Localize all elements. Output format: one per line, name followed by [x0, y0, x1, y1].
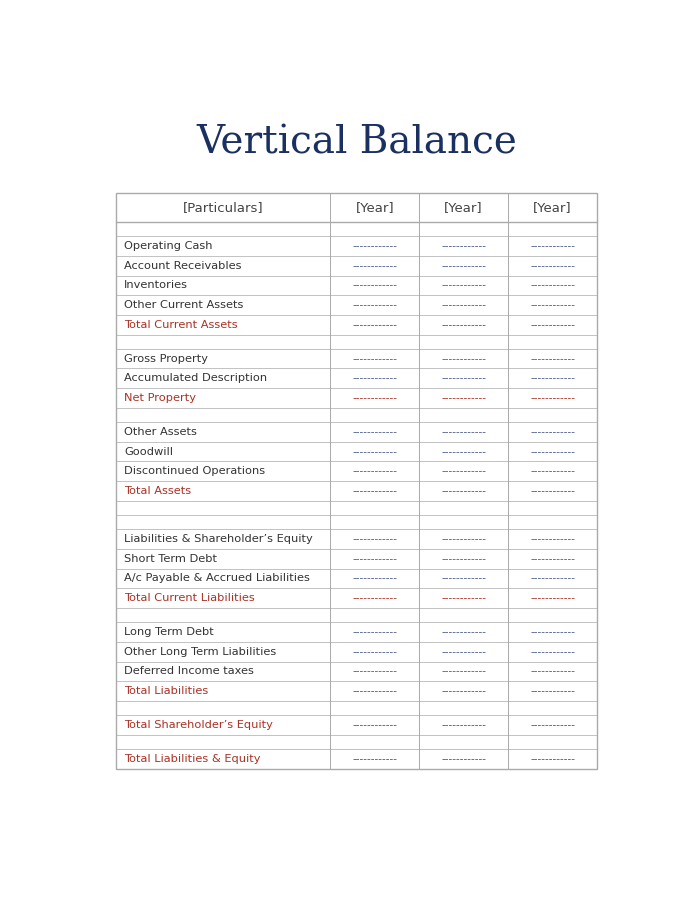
Text: ------------: ------------ — [352, 320, 397, 329]
Text: ------------: ------------ — [441, 554, 486, 563]
Text: Liabilities & Shareholder’s Equity: Liabilities & Shareholder’s Equity — [124, 534, 313, 544]
Text: ------------: ------------ — [352, 281, 397, 291]
Text: ------------: ------------ — [352, 241, 397, 251]
Text: ------------: ------------ — [530, 281, 575, 291]
Text: ------------: ------------ — [530, 261, 575, 271]
Text: ------------: ------------ — [441, 427, 486, 436]
Text: [Particulars]: [Particulars] — [183, 201, 264, 214]
Text: ------------: ------------ — [352, 627, 397, 637]
Text: ------------: ------------ — [441, 300, 486, 310]
Text: ------------: ------------ — [530, 446, 575, 456]
Text: Net Property: Net Property — [124, 393, 196, 403]
Text: Total Liabilities: Total Liabilities — [124, 686, 208, 697]
Bar — [116, 193, 597, 769]
Text: ------------: ------------ — [530, 666, 575, 677]
Text: ------------: ------------ — [441, 534, 486, 544]
Text: ------------: ------------ — [530, 354, 575, 364]
Text: [Year]: [Year] — [533, 201, 572, 214]
Text: ------------: ------------ — [530, 486, 575, 496]
Text: Total Shareholder’s Equity: Total Shareholder’s Equity — [124, 720, 273, 730]
Text: Short Term Debt: Short Term Debt — [124, 554, 217, 563]
Text: [Year]: [Year] — [356, 201, 394, 214]
Text: [Year]: [Year] — [444, 201, 483, 214]
Text: ------------: ------------ — [352, 427, 397, 436]
Text: ------------: ------------ — [441, 446, 486, 456]
Text: ------------: ------------ — [441, 686, 486, 697]
Text: Operating Cash: Operating Cash — [124, 241, 213, 251]
Text: ------------: ------------ — [530, 393, 575, 403]
Text: ------------: ------------ — [352, 593, 397, 603]
Text: ------------: ------------ — [441, 261, 486, 271]
Text: Goodwill: Goodwill — [124, 446, 173, 456]
Text: Other Assets: Other Assets — [124, 427, 197, 436]
Text: Deferred Income taxes: Deferred Income taxes — [124, 666, 254, 677]
Text: ------------: ------------ — [441, 393, 486, 403]
Text: ------------: ------------ — [352, 393, 397, 403]
Text: Total Current Assets: Total Current Assets — [124, 320, 238, 329]
Text: Vertical Balance: Vertical Balance — [196, 124, 517, 161]
Text: Accumulated Description: Accumulated Description — [124, 374, 267, 383]
Text: ------------: ------------ — [530, 320, 575, 329]
Text: ------------: ------------ — [530, 754, 575, 764]
Text: ------------: ------------ — [352, 573, 397, 583]
Text: ------------: ------------ — [530, 374, 575, 383]
Text: ------------: ------------ — [352, 647, 397, 657]
Text: ------------: ------------ — [530, 593, 575, 603]
Text: ------------: ------------ — [441, 647, 486, 657]
Text: ------------: ------------ — [352, 300, 397, 310]
Text: ------------: ------------ — [352, 754, 397, 764]
Text: ------------: ------------ — [352, 666, 397, 677]
Text: Inventories: Inventories — [124, 281, 188, 291]
Text: Total Assets: Total Assets — [124, 486, 191, 496]
Text: ------------: ------------ — [530, 627, 575, 637]
Text: ------------: ------------ — [530, 241, 575, 251]
Text: ------------: ------------ — [441, 754, 486, 764]
Text: Discontinued Operations: Discontinued Operations — [124, 466, 265, 476]
Text: ------------: ------------ — [352, 720, 397, 730]
Text: ------------: ------------ — [352, 486, 397, 496]
Text: ------------: ------------ — [530, 573, 575, 583]
Text: ------------: ------------ — [352, 374, 397, 383]
Text: ------------: ------------ — [352, 261, 397, 271]
Text: ------------: ------------ — [441, 241, 486, 251]
Text: ------------: ------------ — [352, 554, 397, 563]
Text: Total Current Liabilities: Total Current Liabilities — [124, 593, 255, 603]
Text: ------------: ------------ — [352, 534, 397, 544]
Text: Other Current Assets: Other Current Assets — [124, 300, 244, 310]
Text: ------------: ------------ — [441, 593, 486, 603]
Text: Total Liabilities & Equity: Total Liabilities & Equity — [124, 754, 261, 764]
Text: ------------: ------------ — [530, 720, 575, 730]
Text: ------------: ------------ — [441, 466, 486, 476]
Text: ------------: ------------ — [530, 554, 575, 563]
Text: ------------: ------------ — [530, 427, 575, 436]
Text: ------------: ------------ — [530, 466, 575, 476]
Text: ------------: ------------ — [441, 281, 486, 291]
Text: ------------: ------------ — [441, 573, 486, 583]
Text: ------------: ------------ — [441, 486, 486, 496]
Text: ------------: ------------ — [530, 300, 575, 310]
Text: ------------: ------------ — [530, 647, 575, 657]
Text: ------------: ------------ — [352, 686, 397, 697]
Text: ------------: ------------ — [441, 374, 486, 383]
Text: ------------: ------------ — [530, 686, 575, 697]
Text: Gross Property: Gross Property — [124, 354, 208, 364]
Text: Long Term Debt: Long Term Debt — [124, 627, 214, 637]
Text: A/c Payable & Accrued Liabilities: A/c Payable & Accrued Liabilities — [124, 573, 310, 583]
Text: Account Receivables: Account Receivables — [124, 261, 242, 271]
Text: ------------: ------------ — [352, 466, 397, 476]
Text: Other Long Term Liabilities: Other Long Term Liabilities — [124, 647, 276, 657]
Text: ------------: ------------ — [530, 534, 575, 544]
Text: ------------: ------------ — [441, 666, 486, 677]
Text: ------------: ------------ — [441, 354, 486, 364]
Text: ------------: ------------ — [441, 720, 486, 730]
Text: ------------: ------------ — [352, 354, 397, 364]
Text: ------------: ------------ — [441, 320, 486, 329]
Text: ------------: ------------ — [441, 627, 486, 637]
Text: ------------: ------------ — [352, 446, 397, 456]
